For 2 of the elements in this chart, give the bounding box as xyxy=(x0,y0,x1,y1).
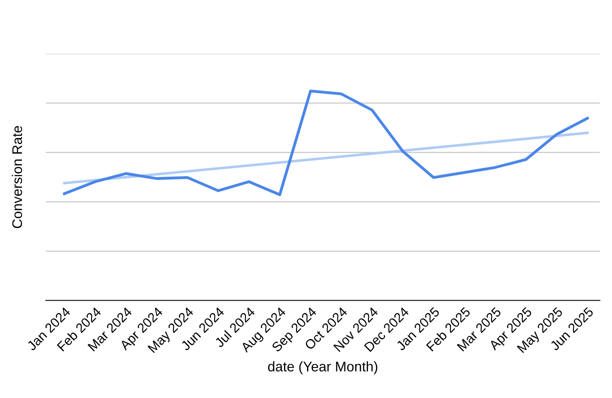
y-axis-title: Conversion Rate xyxy=(12,126,22,228)
x-axis-title: date (Year Month) xyxy=(268,361,378,374)
